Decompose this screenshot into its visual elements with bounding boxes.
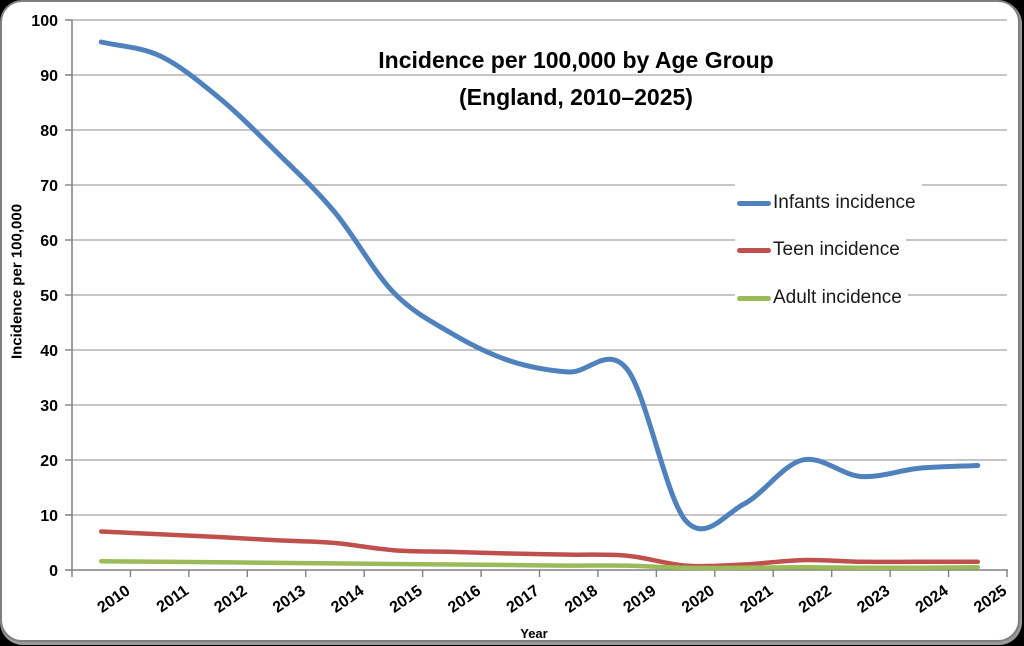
x-axis-tick-label: 2015: [387, 582, 426, 616]
legend-label-adult: Adult incidence: [773, 287, 902, 308]
x-axis-tick-label: 2024: [913, 582, 952, 616]
y-axis-tick-label: 60: [40, 233, 58, 250]
x-axis-tick-label: 2022: [796, 582, 835, 616]
legend-entry-adult: Adult incidence: [735, 278, 908, 318]
x-axis-tick-label: 2025: [971, 582, 1010, 616]
y-axis-tick-label: 0: [49, 563, 58, 580]
x-axis-tick-label: 2014: [328, 582, 367, 616]
chart-title-block: Incidence per 100,000 by Age Group (Engl…: [276, 42, 876, 116]
x-axis-tick-label: 2012: [211, 582, 250, 616]
y-axis-tick-label: 80: [40, 123, 58, 140]
y-axis-tick-label: 90: [40, 68, 58, 85]
y-axis-tick-label: 20: [40, 453, 58, 470]
series-line-infants-incidence: [98, 39, 981, 532]
y-axis-title: Incidence per 100,000: [8, 203, 26, 360]
y-axis-tick-label: 30: [40, 398, 58, 415]
x-axis-tick-label: 2023: [854, 582, 893, 616]
legend-entry-teen: Teen incidence: [735, 230, 906, 270]
teen-line-swatch: [737, 247, 771, 253]
x-axis-tick-label: 2010: [95, 582, 134, 616]
series-line-teen-incidence: [98, 529, 981, 569]
x-axis-tick-label: 2018: [562, 582, 601, 616]
y-axis-tick-label: 70: [40, 178, 58, 195]
x-axis-tick-label: 2019: [621, 582, 660, 616]
y-axis-tick-label: 100: [31, 13, 58, 30]
legend-label-infants: Infants incidence: [773, 192, 916, 213]
y-axis-tick-label: 40: [40, 343, 58, 360]
legend-label-teen: Teen incidence: [773, 239, 900, 260]
chart-title: Incidence per 100,000 by Age Group: [378, 47, 774, 73]
x-axis-tick-label: 2013: [270, 582, 309, 616]
x-axis-tick-label: 2021: [737, 582, 776, 616]
x-axis-tick-label: 2011: [154, 582, 192, 616]
y-axis-tick-label: 10: [40, 508, 58, 525]
y-axis-tick-label: 50: [40, 288, 58, 305]
x-axis-tick-label: 2020: [679, 582, 718, 616]
chart-subtitle: (England, 2010–2025): [459, 84, 693, 110]
series-line-adult-incidence: [98, 558, 981, 571]
x-axis-title: Year: [520, 626, 548, 641]
x-axis-tick-label: 2016: [445, 582, 484, 616]
infants-line-swatch: [737, 200, 771, 206]
adult-line-swatch: [737, 295, 771, 301]
x-axis-tick-label: 2017: [504, 582, 543, 616]
legend-entry-infants: Infants incidence: [735, 183, 922, 223]
